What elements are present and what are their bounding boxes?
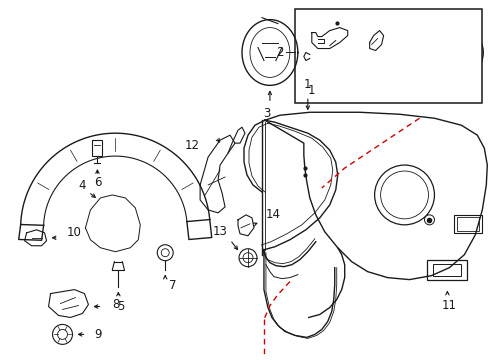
- Bar: [453, 215, 481, 233]
- Text: 6: 6: [94, 176, 101, 189]
- Text: 4: 4: [79, 180, 86, 193]
- Text: 7: 7: [169, 279, 177, 292]
- Circle shape: [52, 324, 72, 345]
- Circle shape: [424, 215, 433, 225]
- Bar: [432, 264, 461, 276]
- Bar: [357, 36, 366, 63]
- Bar: [427, 260, 467, 280]
- Text: 5: 5: [117, 300, 124, 313]
- Text: 12: 12: [184, 139, 199, 152]
- Circle shape: [243, 253, 252, 263]
- Text: 14: 14: [265, 208, 281, 221]
- Text: 2: 2: [276, 46, 284, 59]
- Text: 1: 1: [307, 84, 315, 97]
- Bar: [92, 140, 102, 156]
- Text: 8: 8: [112, 298, 120, 311]
- Text: 11: 11: [441, 299, 456, 312]
- Circle shape: [374, 165, 433, 225]
- Text: 13: 13: [212, 225, 227, 238]
- Circle shape: [157, 245, 173, 261]
- Circle shape: [427, 24, 482, 80]
- Circle shape: [380, 171, 427, 219]
- Bar: [294, 9, 481, 103]
- Circle shape: [161, 249, 169, 257]
- Text: 1: 1: [304, 78, 311, 91]
- Text: 3: 3: [263, 107, 270, 120]
- Text: 10: 10: [66, 226, 81, 239]
- Text: 9: 9: [94, 328, 102, 341]
- Bar: [456, 217, 478, 231]
- Circle shape: [239, 249, 256, 267]
- Circle shape: [58, 329, 67, 339]
